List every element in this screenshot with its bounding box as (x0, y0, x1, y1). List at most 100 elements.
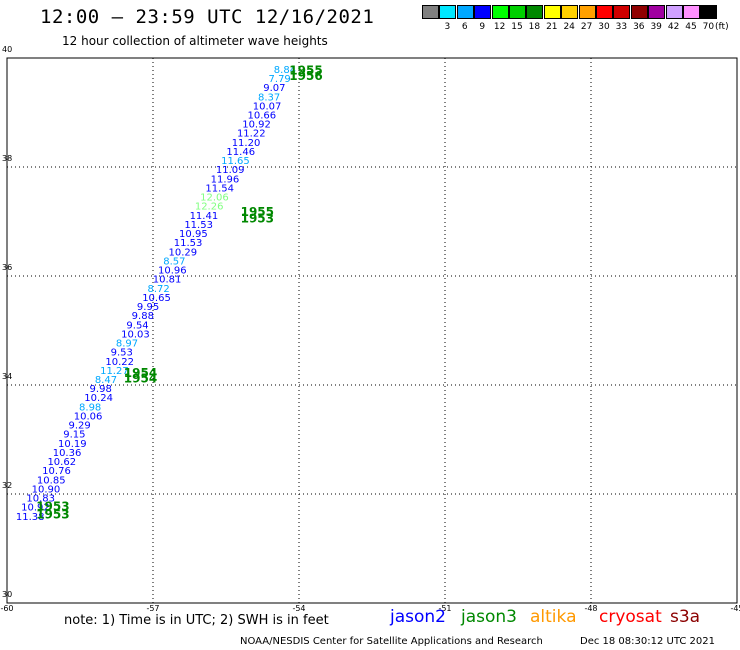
page-title: 12:00 – 23:59 UTC 12/16/2021 (40, 6, 375, 28)
legend-swatch (630, 5, 648, 19)
time-label: 1953 (36, 499, 69, 513)
wave-height-reading: 10.06 (74, 411, 103, 422)
time-label: 1954 (124, 366, 157, 380)
legend-label: 45 (685, 22, 697, 32)
wave-height-reading: 10.92 (242, 120, 271, 131)
time-label: 1953 (36, 508, 69, 522)
wave-height-reading: 10.65 (142, 293, 171, 304)
y-tick-label: 32 (2, 481, 12, 490)
map-frame (6, 57, 738, 604)
wave-height-reading: 10.19 (58, 439, 87, 450)
wave-height-reading: 8.57 (163, 256, 185, 267)
time-label: 1955 (241, 205, 274, 219)
satellite-jason3: jason3 (461, 607, 517, 627)
x-tick-label: -51 (438, 604, 451, 613)
wave-height-reading: 10.81 (153, 275, 182, 286)
legend-label: 33 (615, 22, 628, 32)
legend-label: 9 (479, 22, 486, 32)
wave-height-reading: 11.38 (16, 512, 45, 523)
wave-height-reading: 11.27 (100, 366, 129, 377)
wave-height-reading: 9.29 (69, 421, 91, 432)
wave-height-reading: 10.62 (47, 457, 76, 468)
time-label: 1956 (289, 69, 322, 83)
wave-height-reading: 10.85 (37, 475, 66, 486)
wave-height-reading: 10.92 (21, 503, 50, 514)
wave-height-reading: 10.22 (105, 357, 134, 368)
wave-height-reading: 8.97 (116, 339, 138, 350)
legend-swatch (509, 5, 526, 19)
x-tick-label: -45 (730, 604, 740, 613)
satellite-altika: altika (530, 607, 577, 627)
wave-height-reading: 11.53 (174, 238, 203, 249)
y-tick-label: 36 (2, 263, 12, 272)
wave-height-reading: 11.09 (216, 165, 245, 176)
legend-swatch (700, 5, 718, 19)
wave-height-reading: 9.95 (137, 302, 159, 313)
legend-unit: (ft) (715, 22, 729, 32)
legend-label: 42 (667, 22, 680, 32)
wave-height-reading: 10.66 (247, 111, 276, 122)
legend-label: 27 (580, 22, 593, 32)
legend-label: 39 (650, 22, 662, 32)
wave-height-reading: 10.03 (121, 329, 150, 340)
legend-label: 15 (511, 22, 523, 32)
wave-height-reading: 12.26 (195, 202, 224, 213)
legend-swatch (474, 5, 492, 19)
wave-height-reading: 10.07 (253, 101, 282, 112)
time-label: 1953 (241, 212, 274, 226)
legend-swatch (596, 5, 613, 19)
wave-height-reading: 10.96 (158, 266, 187, 277)
wave-height-reading: 10.83 (26, 494, 55, 505)
wave-height-reading: 10.76 (42, 466, 71, 477)
satellite-cryosat: cryosat (599, 607, 662, 627)
legend-swatch (648, 5, 666, 19)
legend-label: 24 (563, 22, 575, 32)
legend-swatch (526, 5, 544, 19)
legend-swatch (543, 5, 561, 19)
x-tick-label: -48 (584, 604, 597, 613)
wave-height-reading: 12.06 (200, 193, 229, 204)
wave-height-reading: 11.65 (221, 156, 250, 167)
wave-height-reading: 11.53 (184, 220, 213, 231)
legend-label: 3 (444, 22, 451, 32)
x-tick-label: -60 (0, 604, 13, 613)
legend-label: 36 (633, 22, 645, 32)
legend-swatch (561, 5, 579, 19)
wave-height-reading: 11.46 (226, 147, 255, 158)
legend-swatch (422, 5, 439, 19)
wave-height-reading: 8.47 (95, 375, 117, 386)
footer-note: note: 1) Time is in UTC; 2) SWH is in fe… (64, 613, 329, 628)
legend-swatch (439, 5, 457, 19)
time-label: 1954 (124, 371, 157, 385)
wave-height-reading: 9.15 (63, 430, 85, 441)
wave-height-reading: 11.96 (211, 174, 240, 185)
x-tick-label: -54 (292, 604, 305, 613)
timestamp-text: Dec 18 08:30:12 UTC 2021 (580, 636, 715, 647)
wave-height-reading: 10.36 (53, 448, 82, 459)
wave-height-reading: 11.22 (237, 129, 266, 140)
wave-height-reading: 8.37 (258, 92, 280, 103)
wave-height-reading: 7.79 (269, 74, 291, 85)
credit-text: NOAA/NESDIS Center for Satellite Applica… (240, 636, 543, 647)
wave-height-reading: 9.07 (263, 83, 285, 94)
y-tick-label: 30 (2, 590, 12, 599)
y-tick-label: 40 (2, 45, 12, 54)
time-label: 1955 (289, 63, 322, 77)
wave-height-reading: 9.53 (111, 348, 133, 359)
wave-height-reading: 9.54 (126, 320, 148, 331)
wave-height-reading: 10.24 (84, 393, 113, 404)
legend-swatch (665, 5, 683, 19)
satellite-jason2: jason2 (390, 607, 446, 627)
legend-label: 30 (598, 22, 610, 32)
wave-height-reading: 11.54 (205, 183, 234, 194)
x-tick-label: -57 (146, 604, 159, 613)
legend-label: 18 (528, 22, 541, 32)
y-tick-label: 34 (2, 372, 12, 381)
legend-swatch (456, 5, 474, 19)
wave-height-reading: 9.98 (90, 384, 112, 395)
y-tick-label: 38 (2, 154, 12, 163)
wave-height-reading: 8.84 (274, 65, 296, 76)
wave-height-reading: 8.98 (79, 402, 101, 413)
wave-height-reading: 10.29 (169, 247, 198, 258)
